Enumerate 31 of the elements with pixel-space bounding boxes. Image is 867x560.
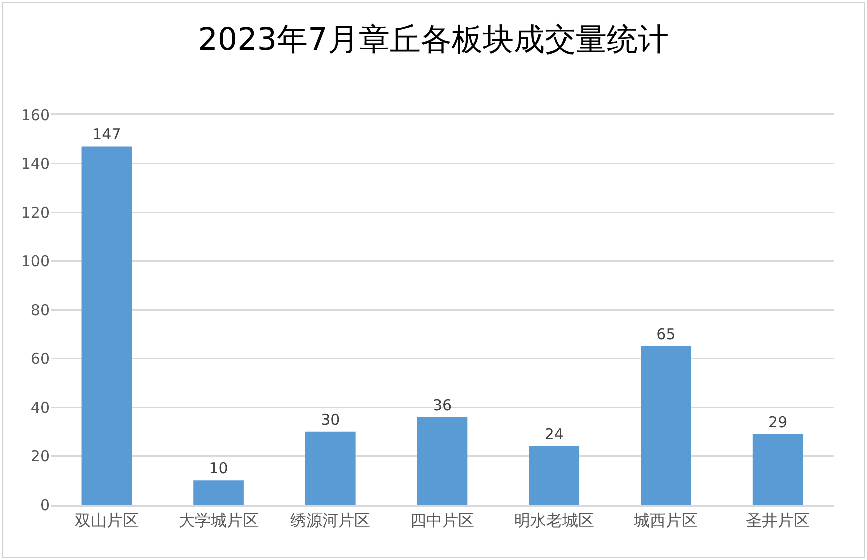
x-tick-label: 双山片区 [74, 511, 139, 530]
bar [417, 417, 468, 505]
bar [641, 346, 692, 505]
x-tick-label: 四中片区 [410, 511, 474, 530]
bar [82, 146, 132, 505]
data-label: 10 [209, 460, 228, 478]
y-tick-label: 140 [21, 155, 50, 173]
data-label: 36 [432, 396, 452, 414]
bar [529, 446, 580, 505]
y-tick-label: 0 [40, 496, 50, 514]
x-tick-label: 绣源河片区 [290, 511, 371, 530]
x-tick-label: 大学城片区 [178, 511, 259, 530]
x-tick-label: 圣井片区 [746, 511, 810, 530]
y-tick-label: 40 [30, 398, 50, 417]
data-label: 24 [544, 426, 564, 444]
bar [194, 480, 244, 505]
y-tick-label: 160 [21, 106, 50, 124]
x-tick-label: 城西片区 [633, 511, 698, 530]
x-tick-label: 明水老城区 [514, 511, 594, 530]
chart-title: 2023年7月章丘各板块成交量统计 [198, 22, 669, 58]
bar [752, 434, 804, 505]
y-tick-label: 100 [21, 252, 50, 270]
bar [305, 432, 356, 505]
y-tick-label: 20 [30, 448, 50, 466]
y-tick-label: 120 [21, 204, 50, 222]
y-tick-label: 60 [30, 350, 50, 368]
y-tick-label: 80 [30, 301, 50, 320]
data-label: 29 [768, 413, 788, 432]
data-label: 30 [321, 410, 340, 429]
data-label: 65 [656, 326, 676, 344]
data-label: 147 [92, 126, 122, 144]
